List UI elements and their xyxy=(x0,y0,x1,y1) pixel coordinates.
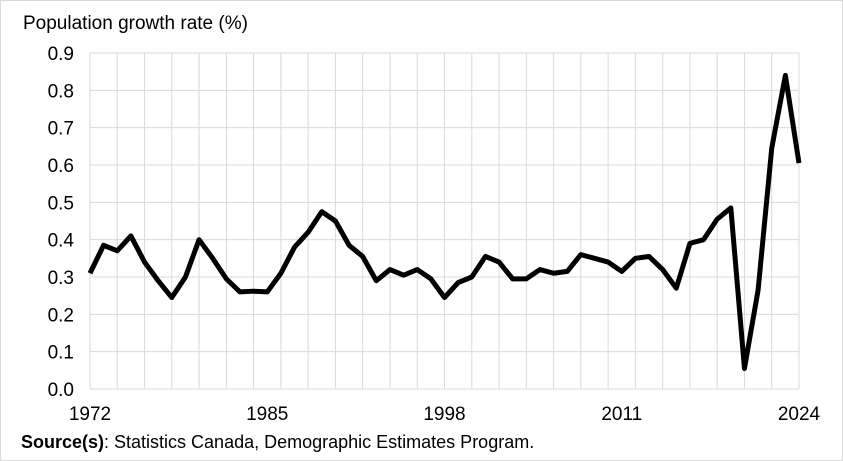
x-tick-label: 1985 xyxy=(246,404,288,425)
y-axis-ticks: 0.0 0.1 0.2 0.3 0.4 0.5 0.6 0.7 0.8 0.9 xyxy=(48,44,75,401)
y-tick-label: 0.9 xyxy=(48,44,74,65)
x-tick-label: 2011 xyxy=(601,404,642,425)
y-tick-label: 0.7 xyxy=(48,119,74,140)
y-tick-label: 0.8 xyxy=(48,81,74,102)
x-axis-ticks: 1972 1985 1998 2011 2024 xyxy=(69,404,821,425)
y-tick-label: 0.3 xyxy=(48,268,74,289)
y-tick-label: 0.2 xyxy=(48,305,74,326)
source-text: : Statistics Canada, Demographic Estimat… xyxy=(104,432,535,452)
y-tick-label: 0.4 xyxy=(48,231,75,252)
y-axis-title: Population growth rate (%) xyxy=(23,13,248,34)
source-note: Source(s): Statistics Canada, Demographi… xyxy=(21,432,534,453)
y-tick-label: 0.5 xyxy=(48,193,74,214)
y-tick-label: 0.6 xyxy=(48,156,74,177)
series-line xyxy=(87,72,802,371)
x-tick-label: 1972 xyxy=(69,404,111,425)
x-tick-label: 1998 xyxy=(423,404,465,425)
grid-lines xyxy=(89,52,800,390)
source-label: Source(s) xyxy=(21,432,105,452)
y-tick-label: 0.1 xyxy=(48,343,74,364)
x-tick-label: 2024 xyxy=(778,404,821,425)
y-tick-label: 0.0 xyxy=(48,380,74,401)
